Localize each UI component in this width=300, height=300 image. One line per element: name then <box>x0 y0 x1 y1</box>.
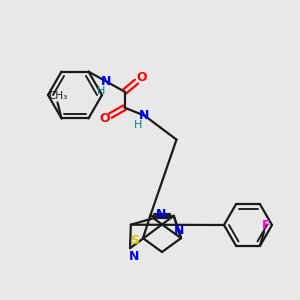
Text: N: N <box>101 75 112 88</box>
Text: O: O <box>99 112 110 125</box>
Text: CH₃: CH₃ <box>48 92 67 101</box>
Text: N: N <box>174 224 184 237</box>
Text: O: O <box>136 71 147 84</box>
Text: S: S <box>130 234 140 247</box>
Text: N: N <box>139 109 150 122</box>
Text: N: N <box>129 250 139 263</box>
Text: N: N <box>156 208 167 221</box>
Text: H: H <box>134 120 143 130</box>
Text: F: F <box>262 219 270 232</box>
Text: H: H <box>97 85 106 96</box>
